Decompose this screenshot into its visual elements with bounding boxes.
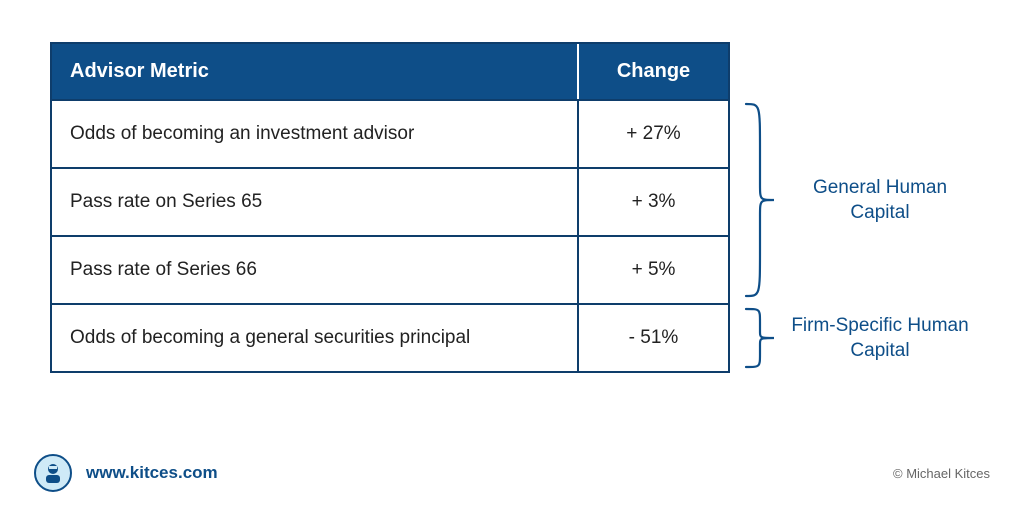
advisor-metric-table: Advisor Metric Change Odds of becoming a… (50, 42, 730, 373)
change-cell: + 27% (577, 101, 728, 167)
brace-firm-specific-human-capital (740, 305, 788, 371)
annotation-general-human-capital: General Human Capital (790, 176, 970, 225)
table-row: Odds of becoming an investment advisor +… (52, 99, 728, 167)
change-cell: + 3% (577, 169, 728, 235)
footer: www.kitces.com © Michael Kitces (0, 454, 1024, 492)
metric-cell: Odds of becoming a general securities pr… (52, 305, 577, 371)
table-row: Pass rate on Series 65 + 3% (52, 167, 728, 235)
annotation-text: Firm-Specific Human Capital (791, 315, 968, 361)
column-header-metric: Advisor Metric (52, 44, 577, 99)
annotation-text: General Human Capital (813, 177, 947, 223)
table-row: Odds of becoming a general securities pr… (52, 303, 728, 371)
table-row: Pass rate of Series 66 + 5% (52, 235, 728, 303)
change-cell: + 5% (577, 237, 728, 303)
brace-general-human-capital (740, 100, 788, 300)
annotation-firm-specific-human-capital: Firm-Specific Human Capital (790, 314, 970, 363)
metric-cell: Odds of becoming an investment advisor (52, 101, 577, 167)
metric-cell: Pass rate of Series 66 (52, 237, 577, 303)
brand: www.kitces.com (34, 454, 218, 492)
column-header-change: Change (577, 44, 728, 99)
table-header-row: Advisor Metric Change (52, 44, 728, 99)
copyright-text: © Michael Kitces (893, 466, 990, 481)
site-url: www.kitces.com (86, 463, 218, 483)
metric-cell: Pass rate on Series 65 (52, 169, 577, 235)
kitces-logo-icon (34, 454, 72, 492)
change-cell: - 51% (577, 305, 728, 371)
